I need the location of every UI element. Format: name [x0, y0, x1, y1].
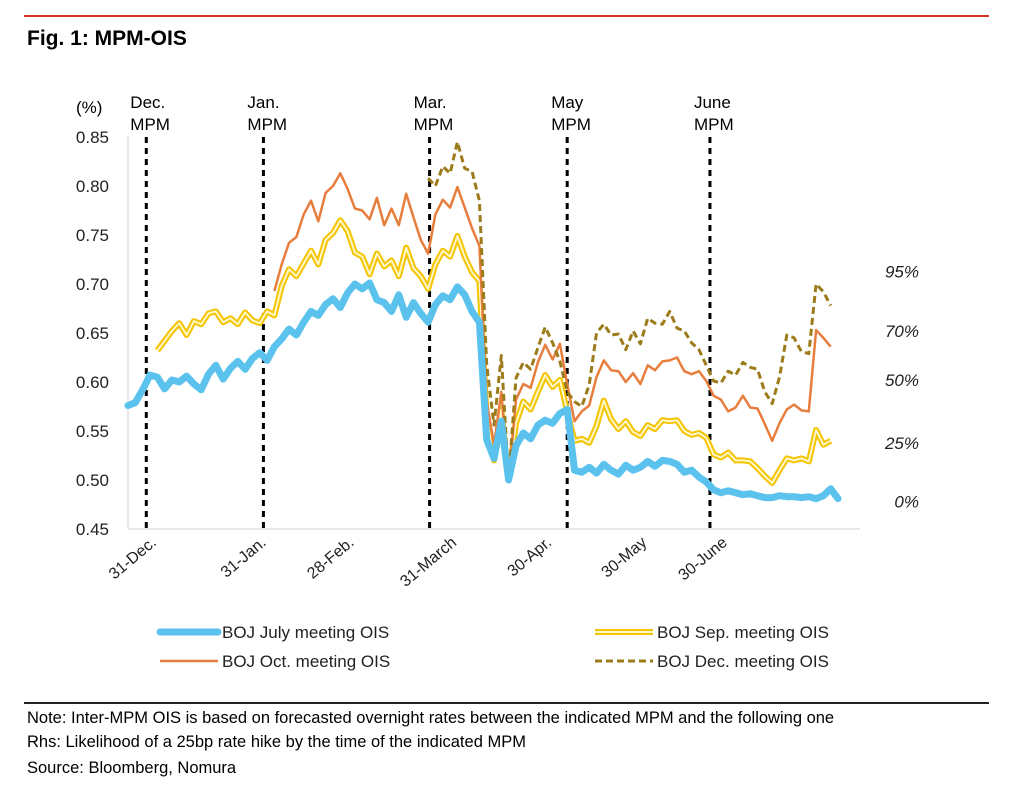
right-tick-label: 0%	[894, 493, 919, 512]
figure-title: Fig. 1: MPM-OIS	[27, 27, 187, 50]
right-tick-label: 50%	[885, 371, 919, 390]
mpm-label: May	[551, 93, 584, 112]
y-tick-label: 0.80	[76, 177, 109, 196]
mpm-label: MPM	[247, 115, 287, 134]
mpm-label: Jan.	[247, 93, 279, 112]
chart-tick-labels: (%) 0.85 0.80 0.75 0.70 0.65 0.60 0.55 0.50 0.45 9…	[76, 98, 919, 591]
x-tick-label: 28-Feb.	[304, 534, 357, 582]
y-tick-label: 0.85	[76, 128, 109, 147]
chart-axes	[127, 137, 860, 530]
right-tick-label: 25%	[884, 434, 919, 453]
legend-label-boj-july-meeting-ois: BOJ July meeting OIS	[222, 623, 389, 642]
x-tick-label: 31-Dec.	[106, 534, 160, 583]
x-tick-label: 30-May	[598, 534, 650, 581]
rhs-note-text: Rhs: Likelihood of a 25bp rate hike by t…	[27, 733, 526, 751]
x-tick-label: 31-Jan.	[218, 534, 270, 581]
top-rule	[24, 15, 989, 17]
source-text: Source: Bloomberg, Nomura	[27, 759, 237, 777]
note-text: Note: Inter-MPM OIS is based on forecast…	[27, 709, 835, 727]
mpm-label: June	[694, 93, 731, 112]
x-tick-label: 30-Apr.	[505, 534, 555, 580]
right-tick-label: 70%	[885, 322, 919, 341]
series-boj-oct-meeting-ois	[273, 172, 832, 482]
chart-series	[124, 140, 842, 503]
series-boj-july-meeting-ois	[124, 279, 842, 503]
series-boj-dec-meeting-ois	[427, 140, 833, 482]
y-unit-label: (%)	[76, 98, 102, 117]
x-tick-label: 30-June	[676, 534, 731, 584]
mpm-label: MPM	[551, 115, 591, 134]
y-tick-label: 0.50	[76, 471, 109, 490]
y-tick-label: 0.45	[76, 520, 109, 539]
mpm-label: MPM	[694, 115, 734, 134]
mpm-label: MPM	[130, 115, 170, 134]
y-tick-label: 0.75	[76, 226, 109, 245]
mpm-label: Dec.	[130, 93, 165, 112]
x-tick-label: 31-March	[397, 534, 460, 590]
y-tick-label: 0.65	[76, 324, 109, 343]
y-tick-label: 0.55	[76, 422, 109, 441]
bottom-rule	[24, 702, 989, 704]
mpm-markers: Dec. MPM Jan. MPM Mar. MPM May MPM June MPM	[130, 93, 734, 529]
right-tick-label: 95%	[885, 262, 919, 281]
chart-legend: BOJ July meeting OIS BOJ Sep. meeting OIS…	[156, 623, 829, 671]
mpm-label: Mar.	[414, 93, 447, 112]
legend-label-boj-oct-meeting-ois: BOJ Oct. meeting OIS	[222, 652, 390, 671]
y-tick-label: 0.60	[76, 373, 109, 392]
legend-label-boj-sep-meeting-ois: BOJ Sep. meeting OIS	[657, 623, 829, 642]
y-tick-label: 0.70	[76, 275, 109, 294]
mpm-label: MPM	[414, 115, 454, 134]
legend-label-boj-dec-meeting-ois: BOJ Dec. meeting OIS	[657, 652, 829, 671]
